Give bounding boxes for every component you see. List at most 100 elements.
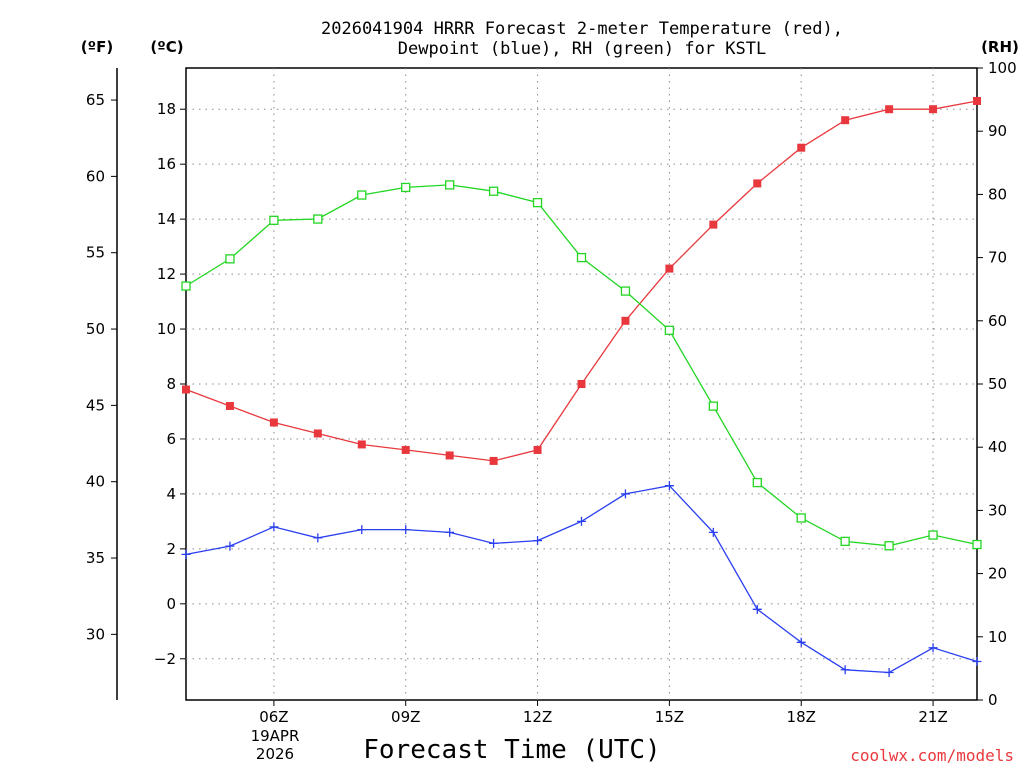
relative-humidity-point [401,182,411,193]
dewpoint-point [489,538,499,548]
dewpoint-point [752,604,762,614]
rh-tick-label: 40 [988,438,1007,456]
x-axis-title: Forecast Time (UTC) [363,735,660,765]
dewpoint-point [225,541,235,551]
relative-humidity-point [840,536,850,547]
dewpoint-point [357,525,367,535]
x-tick-label: 09Z [391,708,420,726]
dewpoint-point [884,668,894,678]
rh-tick-label: 70 [988,249,1007,267]
relative-humidity-point [972,539,982,550]
relative-humidity-point [488,186,499,196]
relative-humidity-point [708,401,718,411]
fahrenheit-tick-label: 45 [86,396,105,414]
2-meter-temperature-point [182,385,190,394]
relative-humidity-point [576,252,587,263]
dewpoint-point [445,527,455,537]
fahrenheit-tick-label: 60 [86,167,105,185]
celsius-tick-label: 8 [166,375,176,393]
2-meter-temperature-point [313,429,322,438]
rh-tick-label: 80 [988,185,1007,203]
rh-tick-label: 20 [988,565,1007,583]
fahrenheit-tick-label: 50 [86,320,105,338]
rh-tick-label: 0 [988,691,998,709]
fahrenheit-tick-label: 40 [86,473,105,491]
relative-humidity-point [928,530,938,540]
2-meter-temperature-point [225,401,234,410]
2-meter-temperature-line [185,100,978,462]
date-label-year: 2026 [256,745,294,763]
relative-humidity-point [181,281,191,291]
x-tick-label: 15Z [655,708,684,726]
dewpoint-point [972,657,982,667]
relative-humidity-point [620,286,631,296]
rh-tick-label: 60 [988,312,1007,330]
relative-humidity-point [796,513,806,523]
rh-tick-label: 90 [988,122,1007,140]
celsius-tick-label: 4 [166,485,176,503]
fahrenheit-tick-label: 55 [86,244,105,262]
2-meter-temperature-point [577,380,586,388]
rh-tick-label: 100 [988,59,1017,77]
celsius-tick-label: 14 [157,210,176,228]
celsius-tick-label: −2 [154,650,176,668]
rh-tick-label: 50 [988,375,1007,393]
grid-layer [186,68,977,700]
relative-humidity-point [269,215,279,225]
relative-humidity-point [313,214,323,224]
x-tick-label: 12Z [523,708,552,726]
dewpoint-point [533,536,543,546]
dewpoint-point [269,522,279,532]
2-meter-temperature-point [621,316,630,325]
relative-humidity-line [185,184,978,547]
date-label-day: 19APR [251,727,300,745]
2-meter-temperature-point [489,456,498,465]
dewpoint-point [664,481,674,491]
relative-humidity-point [532,197,543,208]
dewpoint-point [313,533,323,543]
relative-humidity-point [752,477,762,488]
dewpoint-point [577,516,586,526]
chart-title: 2026041904 HRRR Forecast 2-meter Tempera… [321,19,843,39]
dewpoint-point [840,665,850,675]
dewpoint-point [796,637,806,647]
credit-text: coolwx.com/models [850,746,1014,765]
relative-humidity-point [445,180,455,190]
2-meter-temperature-point [797,143,806,152]
2-meter-temperature-point [709,220,718,229]
rh-tick-label: 10 [988,628,1007,646]
dewpoint-point [401,525,411,535]
dewpoint-point [928,643,938,653]
series-layer [181,96,982,678]
celsius-tick-label: 6 [166,430,176,448]
dewpoint-point [620,489,630,499]
2-meter-temperature-point [445,451,454,460]
relative-humidity-point [357,190,367,200]
dewpoint-line [185,484,978,674]
celsius-tick-label: 10 [157,320,176,338]
x-tick-label: 21Z [918,708,947,726]
2-meter-temperature-point [533,445,542,454]
2-meter-temperature-point [665,264,674,273]
celsius-tick-label: 2 [166,540,176,558]
2-meter-temperature-point [929,105,938,114]
chart-subtitle: Dewpoint (blue), RH (green) for KSTL [398,39,766,59]
2-meter-temperature-point [841,116,850,125]
dewpoint-point [708,527,718,537]
celsius-tick-label: 16 [157,155,176,173]
2-meter-temperature-point [973,96,981,105]
relative-humidity-point [225,254,235,264]
celsius-tick-label: 0 [166,595,176,613]
2-meter-temperature-point [269,418,278,427]
dewpoint-point [181,549,191,559]
rh-unit-label: (RH) [981,38,1019,56]
fahrenheit-tick-label: 65 [86,91,105,109]
relative-humidity-point [884,541,894,551]
fahrenheit-unit-label: (ºF) [81,38,113,56]
x-tick-label: 06Z [259,708,288,726]
2-meter-temperature-point [885,105,894,114]
x-tick-label: 18Z [787,708,816,726]
rh-tick-label: 30 [988,501,1007,519]
relative-humidity-point [664,325,675,335]
fahrenheit-tick-label: 30 [86,625,105,643]
